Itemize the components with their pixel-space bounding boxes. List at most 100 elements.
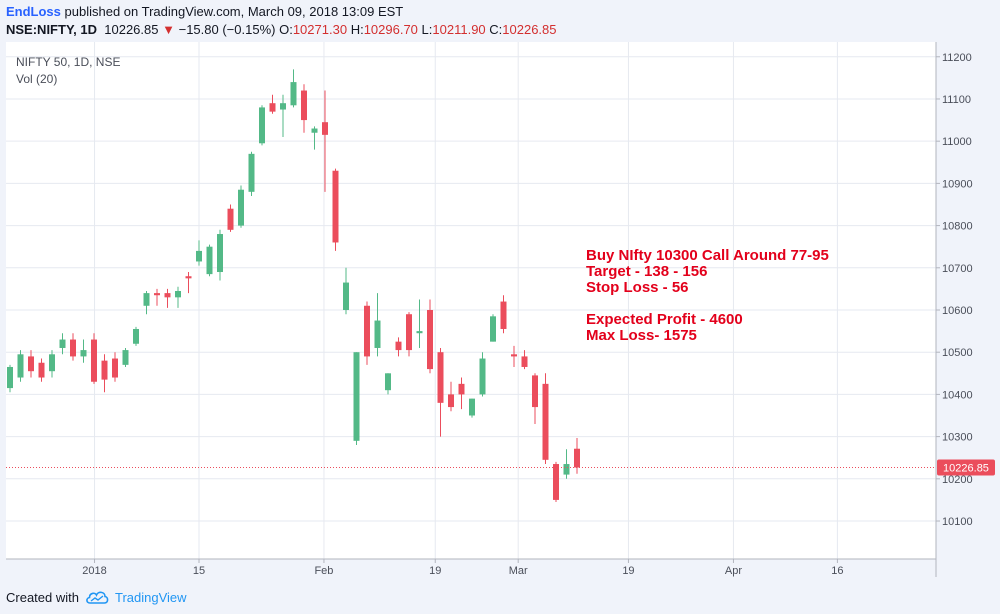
- candle[interactable]: [521, 350, 528, 370]
- candle-body: [385, 373, 391, 391]
- candle-body: [437, 352, 444, 403]
- created-with-label: Created with: [6, 589, 79, 605]
- candle-body: [311, 128, 318, 133]
- annotation-line-5: Expected Profit - 4600: [586, 311, 743, 328]
- candle[interactable]: [416, 299, 423, 348]
- candle[interactable]: [427, 299, 433, 374]
- legend-volume: Vol (20): [16, 72, 57, 86]
- candle[interactable]: [91, 333, 97, 384]
- candle[interactable]: [311, 126, 318, 150]
- candle[interactable]: [479, 352, 486, 397]
- price-tick-label: 10200: [942, 474, 973, 486]
- candle[interactable]: [458, 377, 465, 410]
- candle-body: [70, 339, 76, 357]
- candle-body: [122, 350, 129, 365]
- candle[interactable]: [269, 94, 276, 114]
- candle[interactable]: [28, 350, 34, 378]
- candle[interactable]: [49, 350, 55, 378]
- low-label: L:: [421, 22, 433, 37]
- candle[interactable]: [280, 94, 286, 137]
- candle[interactable]: [343, 267, 349, 315]
- candle[interactable]: [206, 244, 213, 277]
- candle[interactable]: [532, 373, 538, 424]
- candle[interactable]: [217, 229, 223, 281]
- candle-body: [59, 339, 66, 348]
- high-value: 10296.70: [363, 22, 418, 37]
- candle[interactable]: [301, 84, 307, 133]
- last-price: 10226.85: [104, 22, 159, 37]
- annotation-line-2: Target - 138 - 156: [586, 263, 707, 280]
- annotation-text: Buy NIfty 10300 Call Around 77-95 Target…: [586, 247, 829, 344]
- candle[interactable]: [164, 288, 171, 308]
- tradingview-cloud-icon: [86, 591, 109, 604]
- candle-body: [542, 383, 549, 460]
- author-link[interactable]: EndLoss: [6, 4, 61, 19]
- candle[interactable]: [175, 286, 181, 308]
- time-tick-label: 19: [622, 565, 634, 577]
- candle[interactable]: [500, 295, 507, 334]
- candle[interactable]: [553, 461, 559, 503]
- candle-body: [322, 122, 328, 135]
- last-price-label: 10226.85: [943, 462, 989, 474]
- candle[interactable]: [196, 240, 202, 266]
- candle[interactable]: [259, 105, 265, 146]
- candle-body: [112, 358, 118, 378]
- candle-body: [490, 316, 496, 342]
- candle[interactable]: [542, 373, 549, 465]
- candle[interactable]: [395, 337, 402, 357]
- candle[interactable]: [448, 381, 454, 412]
- time-axis[interactable]: 2018 15 Feb 19 Mar 19 Apr 16: [82, 559, 844, 577]
- close-label: C:: [489, 22, 503, 37]
- low-value: 10211.90: [432, 22, 486, 37]
- candle[interactable]: [332, 168, 339, 251]
- candle[interactable]: [490, 314, 496, 342]
- candle[interactable]: [406, 312, 412, 357]
- candle-body: [248, 153, 255, 192]
- candle[interactable]: [133, 326, 139, 346]
- candle[interactable]: [59, 333, 66, 355]
- candle[interactable]: [374, 293, 381, 357]
- candle-body: [143, 293, 150, 306]
- candle[interactable]: [385, 373, 391, 395]
- candle[interactable]: [143, 291, 150, 315]
- candle[interactable]: [38, 358, 45, 382]
- grid-lines: [6, 42, 936, 559]
- last-price-badge: [937, 459, 995, 476]
- candle[interactable]: [7, 364, 13, 393]
- candle[interactable]: [563, 449, 570, 479]
- candle[interactable]: [364, 301, 370, 365]
- candle[interactable]: [80, 339, 87, 363]
- candle[interactable]: [154, 288, 160, 306]
- candle-body: [448, 394, 454, 408]
- price-axis[interactable]: 10100 10200 10300 10400 10500 10600 10700 10800…: [936, 52, 973, 528]
- candlestick-chart[interactable]: 10100 10200 10300 10400 10500 10600 10700 10800…: [6, 42, 1000, 577]
- candle[interactable]: [437, 347, 444, 437]
- time-tick-label: 15: [193, 565, 205, 577]
- candle-body: [406, 314, 412, 351]
- candle[interactable]: [238, 185, 244, 228]
- candle[interactable]: [511, 345, 517, 367]
- candle[interactable]: [227, 204, 234, 232]
- published-text: published on TradingView.com, March 09, …: [64, 4, 404, 19]
- candle[interactable]: [101, 354, 108, 393]
- candle[interactable]: [17, 350, 24, 382]
- time-tick-label: 16: [831, 565, 843, 577]
- candle-body: [521, 356, 528, 367]
- candle[interactable]: [248, 151, 255, 197]
- price-tick-label: 10600: [942, 305, 973, 317]
- time-tick-label: 19: [429, 565, 441, 577]
- candle[interactable]: [185, 272, 192, 294]
- change-arrow-icon: ▼: [162, 22, 175, 37]
- candle[interactable]: [70, 333, 76, 361]
- candle-body: [7, 366, 13, 389]
- candle[interactable]: [469, 398, 475, 418]
- candle[interactable]: [290, 69, 297, 108]
- candle[interactable]: [112, 352, 118, 382]
- candle-body: [427, 309, 433, 370]
- candle[interactable]: [322, 90, 328, 192]
- candle[interactable]: [353, 352, 360, 446]
- tradingview-link[interactable]: TradingView: [85, 590, 187, 605]
- candle-body: [185, 276, 192, 279]
- candle[interactable]: [122, 347, 129, 367]
